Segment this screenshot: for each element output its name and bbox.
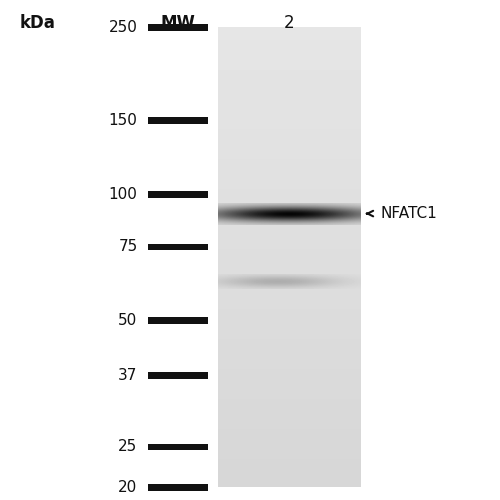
Text: MW: MW: [160, 14, 195, 32]
Bar: [148, 118, 208, 124]
Bar: [148, 444, 208, 450]
Bar: [148, 318, 208, 324]
Text: 25: 25: [118, 440, 138, 454]
Text: 37: 37: [118, 368, 138, 383]
Text: 250: 250: [108, 20, 138, 35]
Text: kDa: kDa: [20, 14, 56, 32]
Text: 100: 100: [108, 187, 138, 202]
Bar: [148, 24, 208, 30]
Text: 20: 20: [118, 480, 138, 495]
Bar: [148, 191, 208, 198]
Text: 150: 150: [108, 113, 138, 128]
Bar: [148, 372, 208, 378]
Text: 2: 2: [284, 14, 294, 32]
Text: NFATC1: NFATC1: [380, 206, 437, 221]
Bar: [148, 484, 208, 491]
Bar: [148, 244, 208, 250]
Text: 75: 75: [118, 240, 138, 254]
Text: 50: 50: [118, 313, 138, 328]
